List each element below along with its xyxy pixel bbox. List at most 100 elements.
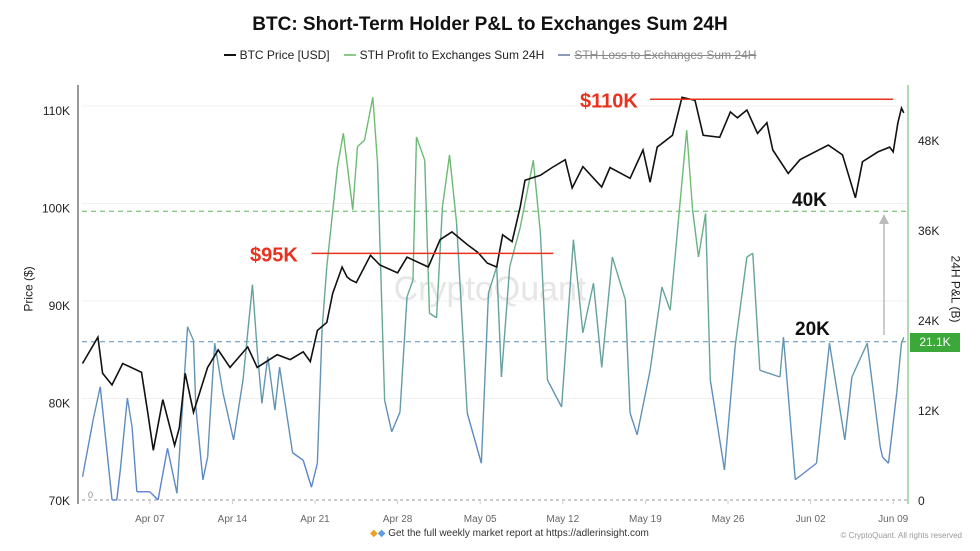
y-right-tick: 12K [918,404,939,418]
pnl-segment [99,386,113,501]
pnl-segment [126,397,133,428]
y-left-tick: 80K [49,397,70,411]
legend-swatch-profit [343,54,356,56]
pnl-segment [879,446,884,458]
legend-label-price: BTC Price [USD] [239,48,330,62]
pnl-segment [779,337,785,378]
pnl-segment [166,448,178,494]
pnl-segment [572,239,584,333]
pnl-segment [661,286,671,311]
price_95k-label: $95K [250,244,298,266]
pnl-segment [81,419,94,477]
pnl-segment [896,343,903,393]
zero-label: 0 [88,490,93,500]
pnl-segment [509,226,521,267]
pnl-segment [274,367,281,411]
footer-promo[interactable]: ◆◆ Get the full weekly market report at … [370,528,649,539]
pnl-segment [669,220,680,311]
legend-label-loss: STH Loss to Exchanges Sum 24H [574,48,757,62]
pnl-segment [376,163,386,401]
y-right-tick: 24K [918,314,939,328]
pnl-segment [429,312,437,319]
pnl-segment [251,284,258,351]
pnl-segment [794,462,817,481]
chart-title: BTC: Short-Term Holder P&L to Exchanges … [252,14,728,35]
pnl-segment [278,367,294,453]
label-40k: 40K [792,190,827,211]
pnl-segment [149,491,159,501]
pnl-segment [412,136,418,281]
legend-label-profit: STH Profit to Exchanges Sum 24H [359,48,545,62]
x-tick-label: May 05 [464,514,497,525]
pnl-segment [316,329,323,464]
pnl-segment [214,343,224,393]
legend-swatch-price [223,54,236,56]
pnl-segment [734,256,748,348]
y-right-tick: 48K [918,134,939,148]
legend: BTC Price [USD] STH Profit to Exchanges … [0,48,980,62]
pnl-segment [455,223,468,414]
pnl-segment [611,256,627,300]
pnl-segment [759,369,781,378]
pnl-segment [828,343,846,441]
pnl-segment [629,412,638,435]
pnl-segment [119,397,129,471]
copyright: © CryptoQuant. All rights reserved [840,531,963,540]
y-right-tick: 36K [918,224,939,238]
pnl-segment [222,392,235,441]
pnl-segment [202,457,209,480]
y-left-tick: 110K [43,104,70,118]
pnl-segment [844,376,853,441]
pnl-segment [704,213,711,381]
pnl-segment [261,356,269,404]
pnl-segment [256,349,263,404]
pnl-segment [441,154,451,207]
x-tick-label: Jun 02 [796,514,826,525]
pnl-segment [242,284,254,381]
pnl-segment [321,266,328,330]
pnl-segment [406,280,414,297]
x-tick-label: Jun 09 [878,514,908,525]
pnl-segment [500,266,511,378]
pnl-segment [399,296,408,413]
pnl-segment [195,406,204,480]
pnl-segment [601,256,614,368]
pnl-segment [131,427,138,492]
pnl-segment [352,146,359,210]
pnl-segment [487,266,498,294]
legend-swatch-loss [558,54,571,56]
pnl-segment [882,456,889,464]
pnl-segment [851,342,868,378]
pnl-segment [372,97,379,164]
pnl-segment [866,343,881,447]
pnl-segment [92,386,101,420]
legend-item-price[interactable]: BTC Price [USD] [223,48,330,62]
pnl-segment [186,326,195,341]
pnl-segment [686,130,694,210]
price-line [81,96,905,451]
pnl-segment [752,253,761,371]
pnl-segment [900,336,905,344]
pnl-segment [782,337,796,480]
pnl-segment [539,232,549,381]
pnl-segment [532,160,542,234]
pnl-segment [336,133,345,168]
pnl-segment [636,370,651,435]
legend-item-loss[interactable]: STH Loss to Exchanges Sum 24H [558,48,756,62]
pnl-segment [267,356,276,411]
pnl-segment [310,463,319,488]
pnl-segment [677,130,688,221]
pnl-segment [746,252,754,258]
pnl-segment [302,460,313,488]
footer-text: Get the full weekly market report at htt… [388,528,649,539]
label-20k: 20K [795,319,830,340]
pnl-segment [624,299,631,414]
legend-item-profit[interactable]: STH Profit to Exchanges Sum 24H [343,48,545,62]
pnl-segment [383,400,393,432]
pnl-segment [206,343,216,458]
pnl-segment [363,97,374,141]
pnl-segment [519,160,534,228]
price_110k-label: $110K [580,90,638,112]
current-value-badge: 21.1K [910,333,960,352]
